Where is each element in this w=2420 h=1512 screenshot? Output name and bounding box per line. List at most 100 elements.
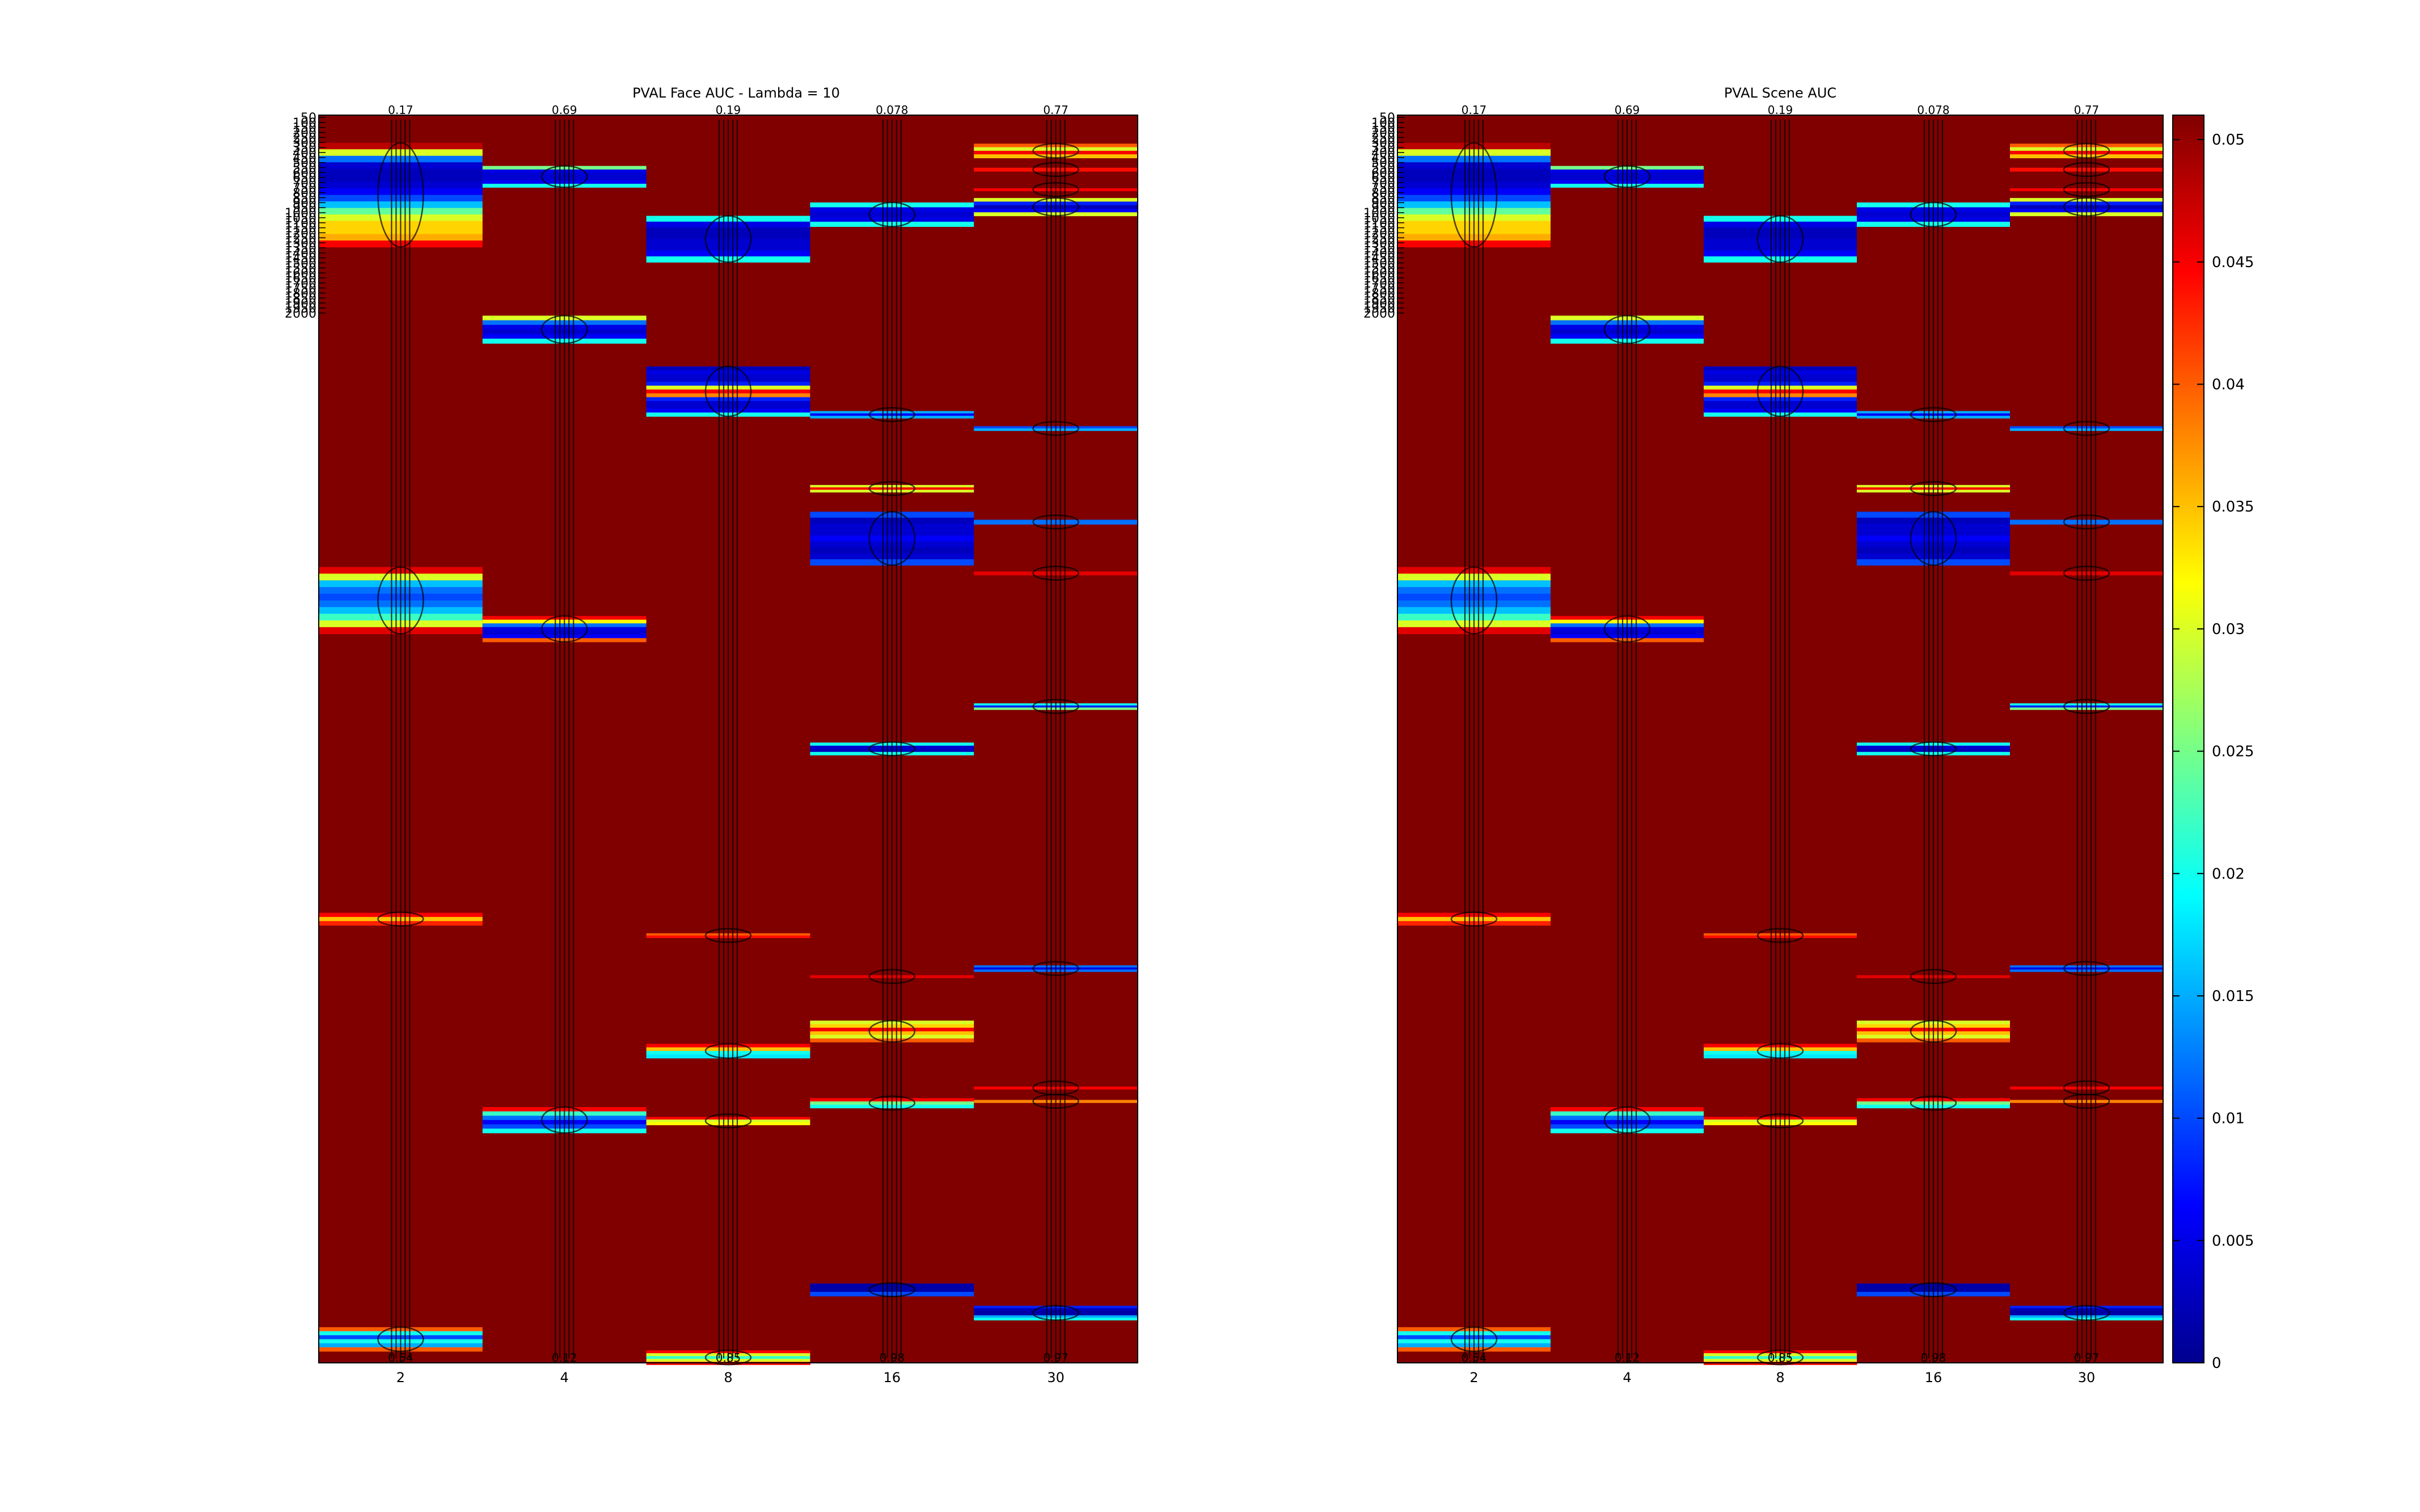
face-auc-ytick-label: 650: [293, 171, 316, 185]
colorbar-tick-label: 0.015: [2212, 988, 2254, 1005]
scene-auc-ytick-label: 350: [1371, 141, 1395, 155]
face-auc-ytick-label: 200: [293, 126, 316, 141]
scene-auc-ytick-label: 900: [1371, 196, 1395, 210]
face-auc-marker-cluster: [868, 1095, 916, 1111]
scene-auc-marker-cluster: [1756, 1113, 1804, 1129]
face-auc-ytick-label: 1750: [285, 282, 316, 296]
face-auc-ytick-label: 1500: [285, 257, 316, 271]
scene-auc-marker-cluster: [2063, 143, 2110, 159]
scene-auc-ytick-label: 400: [1371, 146, 1395, 161]
scene-auc-marker-cluster: [1910, 511, 1957, 566]
colorbar-tick-label: 0: [2212, 1355, 2221, 1372]
face-auc-ytick-label: 2000: [285, 307, 316, 321]
face-auc-top-label-2: 0.17: [388, 103, 413, 117]
face-auc-xtick-label-2: 2: [396, 1370, 405, 1386]
scene-auc-ytick-label: 1200: [1363, 226, 1395, 240]
face-auc-ytick-label: 850: [293, 192, 316, 206]
scene-auc-marker-cluster: [1450, 142, 1498, 248]
face-auc-xtick-label-30: 30: [1047, 1370, 1065, 1386]
face-auc-ytick-label: 1600: [285, 267, 316, 281]
scene-auc-overlay: [1450, 120, 2110, 1366]
scene-auc-top-label-4: 0.69: [1615, 103, 1640, 117]
scene-auc-marker-cluster: [2063, 1305, 2110, 1321]
scene-auc-ytick-label: 1150: [1363, 222, 1395, 236]
scene-auc-marker-cluster: [1603, 615, 1651, 643]
scene-auc-ytick-label: 1050: [1363, 212, 1395, 226]
scene-auc-marker-cluster: [2063, 699, 2110, 714]
scene-auc-marker-cluster: [1603, 315, 1651, 344]
face-auc-marker-cluster: [868, 511, 916, 566]
scene-auc-marker-cluster: [1603, 165, 1651, 188]
scene-auc-marker-cluster: [1756, 928, 1804, 943]
colorbar-tick-label: 0.01: [2212, 1110, 2245, 1127]
scene-auc-marker-cluster: [1756, 1043, 1804, 1059]
face-auc-ytick-label: 1250: [285, 231, 316, 246]
face-auc-marker-column-4: [540, 120, 588, 1358]
face-auc-marker-cluster: [540, 165, 588, 188]
face-auc-band-2-0: [319, 142, 483, 248]
face-auc-ytick-label: 600: [293, 166, 316, 180]
face-auc-ytick-label: 1950: [285, 302, 316, 316]
scene-auc-ytick-label: 1250: [1363, 231, 1395, 246]
face-auc-marker-cluster: [540, 1106, 588, 1134]
scene-auc-marker-cluster: [1756, 215, 1804, 263]
scene-auc-ytick-label: 550: [1371, 161, 1395, 175]
scene-auc-marker-cluster: [1450, 566, 1498, 635]
scene-auc-ytick-label: 1750: [1363, 282, 1395, 296]
scene-auc-ytick-label: 250: [1371, 131, 1395, 145]
face-auc-ytick-label: 1300: [285, 236, 316, 251]
face-auc-marker-cluster: [704, 365, 752, 417]
scene-auc-marker-cluster: [1910, 481, 1957, 496]
face-auc-ytick-label: 1400: [285, 247, 316, 261]
colorbar-tick-label: 0.02: [2212, 865, 2245, 882]
scene-auc-ytick-label: 650: [1371, 171, 1395, 185]
face-auc-marker-column-16: [868, 120, 916, 1358]
colorbar-tick-label: 0.025: [2212, 744, 2254, 761]
scene-auc-marker-cluster: [1756, 365, 1804, 417]
colorbar-tick-label: 0.05: [2212, 132, 2245, 149]
scene-auc-ytick-label: 1300: [1363, 236, 1395, 251]
face-auc-ytick-label: 1700: [285, 277, 316, 291]
scene-auc-ytick-label: 150: [1371, 121, 1395, 136]
colorbar-tick-label: 0.035: [2212, 499, 2254, 516]
face-auc-ytick-label: 1800: [285, 287, 316, 301]
face-auc-marker-cluster: [1032, 565, 1079, 581]
scene-auc-ytick-label: 1450: [1363, 252, 1395, 266]
colorbar-ticks: 0 0.005 0.01 0.015 0.02 0.025 0.03 0.035 0.04 0.0…: [2173, 132, 2254, 1372]
face-auc-ytick-label: 950: [293, 201, 316, 216]
scene-auc-xtick-label-30: 30: [2078, 1370, 2096, 1386]
scene-auc-marker-cluster: [2063, 162, 2110, 178]
face-auc-ytick-label: 100: [293, 116, 316, 130]
scene-auc-ytick-label: 850: [1371, 192, 1395, 206]
face-auc-marker-cluster: [377, 1326, 424, 1352]
scene-auc-top-label-8: 0.19: [1768, 103, 1793, 117]
face-auc-top-label-8: 0.19: [716, 103, 741, 117]
face-auc-marker-cluster: [1032, 514, 1079, 530]
scene-auc-marker-cluster: [1910, 1095, 1957, 1111]
scene-auc-ytick-label: 600: [1371, 166, 1395, 180]
scene-auc-xtick-label-4: 4: [1623, 1370, 1631, 1386]
scene-auc-marker-cluster: [2063, 961, 2110, 976]
scene-auc-marker-cluster: [1603, 1106, 1651, 1134]
scene-auc-ytick-label: 1500: [1363, 257, 1395, 271]
face-auc-ytick-label: 1150: [285, 222, 316, 236]
face-auc-title: PVAL Face AUC - Lambda = 10: [632, 85, 840, 101]
face-auc-ytick-label: 700: [293, 176, 316, 191]
face-auc-ytick-label: 1550: [285, 261, 316, 276]
face-auc-marker-cluster: [868, 407, 916, 423]
colorbar-tick-label: 0.03: [2212, 621, 2245, 638]
scene-auc-ytick-label: 500: [1371, 157, 1395, 171]
face-auc-marker-cluster: [377, 911, 424, 927]
face-auc-ytick-label: 1200: [285, 226, 316, 240]
scene-auc-ytick-label: 1850: [1363, 292, 1395, 306]
face-auc-xtick-label-16: 16: [884, 1370, 901, 1386]
face-auc-xtick-label-4: 4: [560, 1370, 569, 1386]
face-auc-marker-cluster: [1032, 197, 1079, 217]
face-auc-ytick-label: 1450: [285, 252, 316, 266]
face-auc-ytick-label: 1650: [285, 272, 316, 286]
scene-auc-marker-cluster: [1910, 1282, 1957, 1298]
face-auc-ytick-label: 1050: [285, 212, 316, 226]
scene-auc-plot: PVAL Scene AUC 0.170.5420.690.1240.190.8…: [1363, 85, 2164, 1386]
scene-auc-marker-cluster: [2063, 565, 2110, 581]
